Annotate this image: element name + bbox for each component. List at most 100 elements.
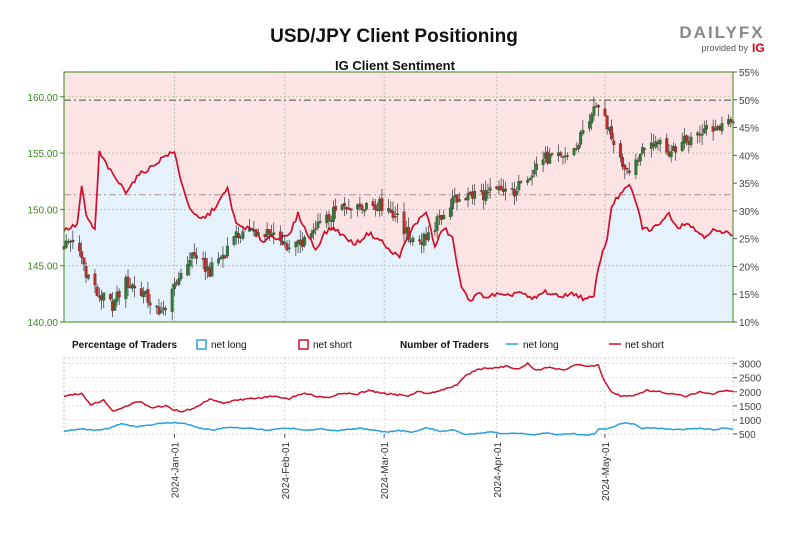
price-plot-frame <box>63 71 734 323</box>
candle-body <box>309 233 313 238</box>
candle-body <box>479 190 483 192</box>
date-tick-label: 2024-May-01 <box>601 442 612 501</box>
candle-body <box>451 197 455 209</box>
right-tick-label: 40% <box>739 151 759 162</box>
candle-body <box>283 241 287 244</box>
left-tick-label: 155.00 <box>27 149 58 160</box>
traders-axis: 500 1000 1500 2000 2500 3000 <box>733 360 762 441</box>
legend-num-net-short: net short <box>625 340 664 351</box>
candle-body <box>603 108 607 116</box>
legend-pct-net-short: net short <box>313 340 352 351</box>
candle-body <box>623 165 627 170</box>
left-price-axis: 140.00 145.00 150.00 155.00 160.00 <box>27 93 64 329</box>
candle-body <box>179 273 183 279</box>
candle-body <box>93 273 97 286</box>
candle-body <box>188 260 192 267</box>
candle-body <box>576 145 580 150</box>
candle-body <box>528 177 532 181</box>
candle-body <box>318 220 322 223</box>
candle-body <box>146 289 150 303</box>
candle-body <box>117 291 121 298</box>
right-tick-label: 25% <box>739 235 759 246</box>
price-plot <box>62 71 735 323</box>
candle-body <box>223 255 227 258</box>
candle-body <box>402 211 406 235</box>
right-tick-label: 15% <box>739 290 759 301</box>
right-tick-label: 30% <box>739 207 759 218</box>
candle-body <box>113 299 117 311</box>
candle-body <box>426 232 430 241</box>
traders-tick-label: 1000 <box>739 416 762 427</box>
candle-body <box>334 205 338 211</box>
candle-body <box>654 141 658 148</box>
candle-body <box>232 236 236 245</box>
candle-body <box>358 203 362 207</box>
candle-body <box>517 181 521 191</box>
candle-body <box>190 252 194 259</box>
candle-body <box>124 277 128 300</box>
candle-body <box>510 188 514 190</box>
candle-body <box>680 141 684 151</box>
candle-body <box>406 226 410 240</box>
candle-body <box>86 274 90 279</box>
candles <box>62 97 735 321</box>
candle-body <box>148 302 152 306</box>
candle-body <box>80 251 84 258</box>
right-percent-axis: 10% 15% 20% 25% 30% 35% 40% 45% 50% 55% <box>733 68 759 329</box>
date-tick-label: 2024-Jan-01 <box>170 442 181 499</box>
candle-body <box>643 148 647 150</box>
candle-body <box>674 146 678 153</box>
candle-body <box>391 210 395 218</box>
legend-pct-net-long-swatch <box>196 339 207 350</box>
candle-body <box>108 294 112 300</box>
candle-body <box>195 255 198 259</box>
candle-body <box>172 283 176 289</box>
traders-tick-label: 3000 <box>739 360 762 371</box>
candle-body <box>590 114 594 124</box>
candle-body <box>702 128 706 134</box>
candle-body <box>457 199 461 202</box>
candle-body <box>314 228 318 230</box>
candle-body <box>705 125 708 130</box>
candle-body <box>515 191 519 196</box>
candle-body <box>548 153 552 164</box>
traders-net-short-line <box>63 361 734 413</box>
candle-body <box>159 310 163 314</box>
candle-body <box>373 204 377 210</box>
candle-body <box>572 148 576 156</box>
candle-body <box>78 243 81 252</box>
candle-body <box>71 239 75 243</box>
candle-body <box>592 106 596 116</box>
candle-body <box>579 132 583 145</box>
candle-body <box>82 257 86 265</box>
dailyfx-logo: DAILYFX provided by IG <box>679 23 764 55</box>
legend-number-title: Number of Traders <box>400 340 489 351</box>
candle-body <box>155 305 159 308</box>
candle-body <box>605 115 609 129</box>
left-tick-label: 140.00 <box>27 318 58 329</box>
candle-body <box>559 152 563 156</box>
candle-body <box>504 188 508 192</box>
candle-body <box>466 193 470 201</box>
provided-by-text: provided by <box>701 43 748 53</box>
candle-body <box>448 207 452 217</box>
candle-body <box>393 216 397 218</box>
candle-body <box>627 170 631 173</box>
candle-body <box>530 175 534 178</box>
candle-body <box>526 180 530 183</box>
candle-body <box>411 237 415 243</box>
candle-body <box>186 264 190 276</box>
candle-body <box>170 288 174 312</box>
candle-body <box>64 240 68 248</box>
candle-body <box>316 222 320 229</box>
candle-body <box>634 159 638 175</box>
candle-body <box>625 168 629 170</box>
candle-body <box>177 278 181 285</box>
candle-body <box>236 233 240 238</box>
candle-body <box>532 170 536 175</box>
candle-body <box>285 243 289 251</box>
candle-body <box>612 140 616 146</box>
candle-body <box>362 209 366 212</box>
candle-body <box>455 194 459 203</box>
chart-title: USD/JPY Client Positioning <box>270 26 518 47</box>
